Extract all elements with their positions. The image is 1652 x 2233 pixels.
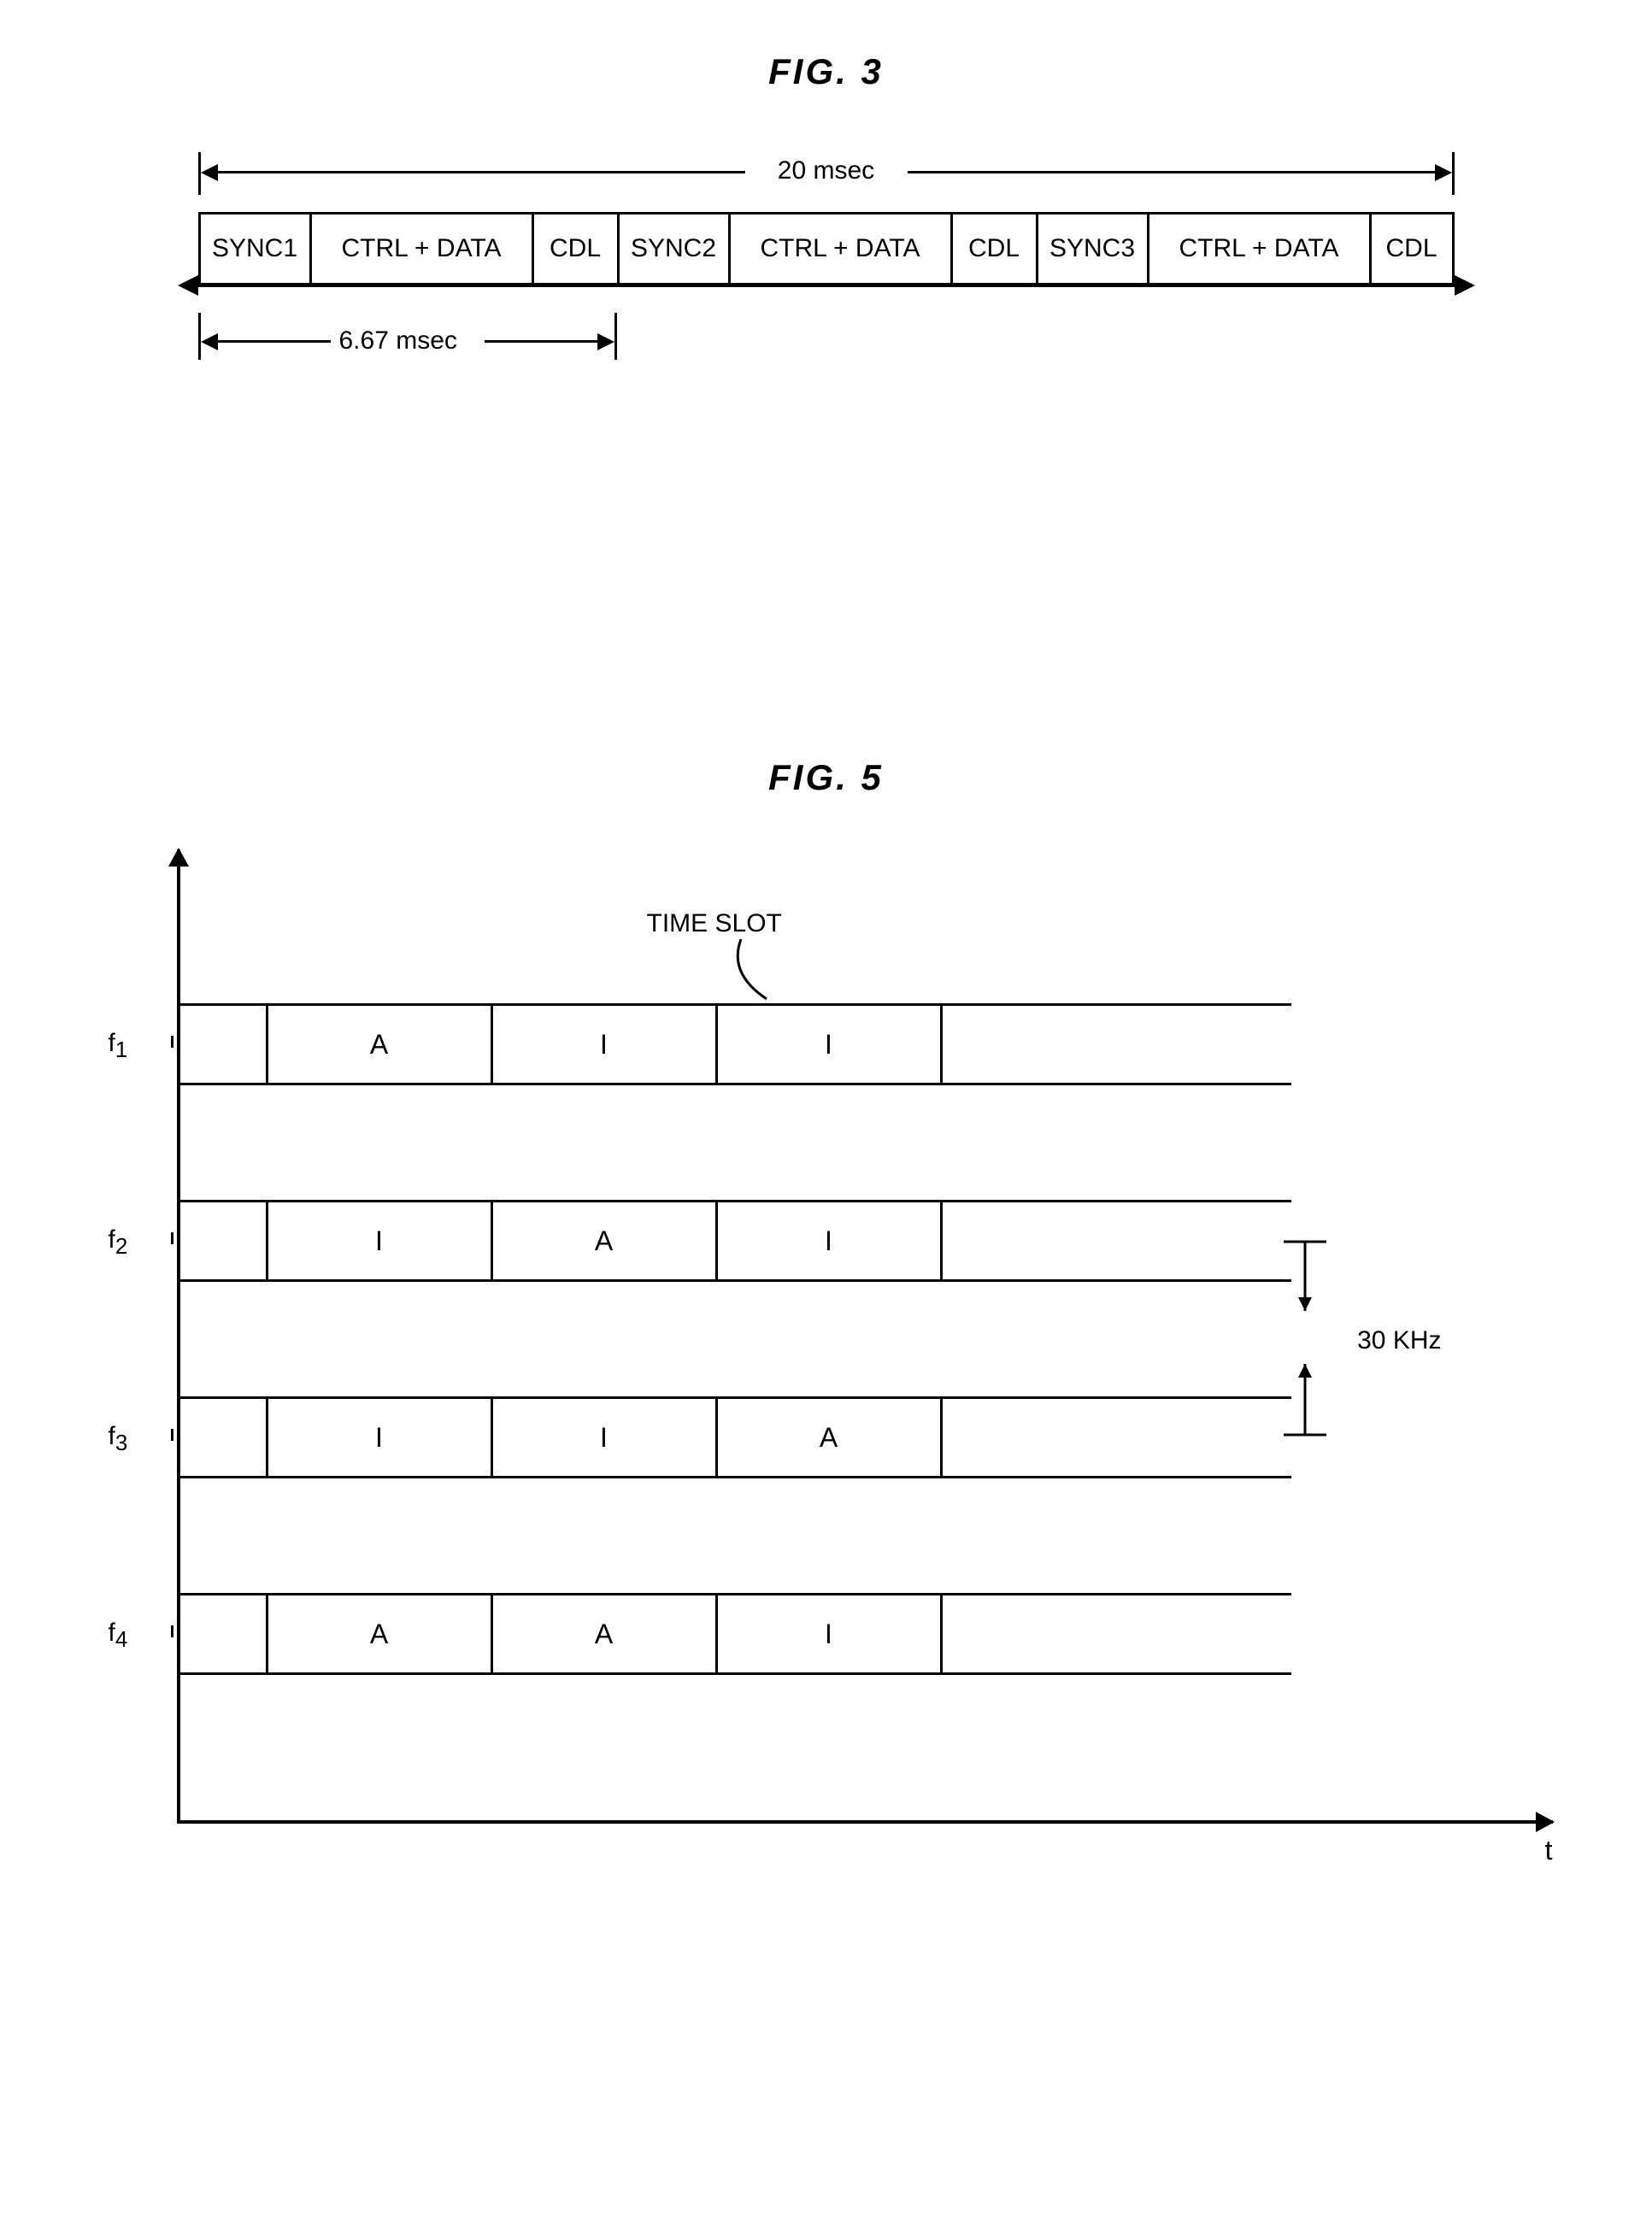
axis-tick (171, 1625, 173, 1637)
fig5-container: t TIME SLOT f1 A I I f2 I A I f3 I I A f… (100, 849, 1553, 1875)
row-tail (943, 1595, 1291, 1672)
row-tail (943, 1399, 1291, 1476)
f-label: f2 (109, 1225, 128, 1260)
time-slot-cell: I (718, 1202, 943, 1279)
y-axis (177, 849, 180, 1824)
time-slot-cell: A (718, 1399, 943, 1476)
leader-curve (732, 939, 784, 1003)
f-sub: 1 (115, 1037, 127, 1062)
freq-row: A I I (180, 1003, 1291, 1085)
time-slot-cell: A (268, 1595, 493, 1672)
f-sub: 2 (115, 1233, 127, 1259)
frame-cell: CDL (1369, 214, 1455, 283)
time-slot-annotation: TIME SLOT (647, 909, 782, 938)
time-slot-cell: I (268, 1399, 493, 1476)
frame-cell: CTRL + DATA (728, 214, 950, 283)
arrow-right-icon (1435, 164, 1452, 181)
row-lead (180, 1595, 268, 1672)
arrow-up-icon (168, 848, 189, 867)
time-slot-cell: I (493, 1006, 718, 1083)
axis-tick (171, 1036, 173, 1048)
fig3-container: 20 msec SYNC1 CTRL + DATA CDL SYNC2 CTRL… (100, 144, 1553, 373)
x-axis (177, 1820, 1553, 1824)
time-slot-cell: I (718, 1006, 943, 1083)
bottom-dim-label: 6.67 msec (339, 326, 457, 356)
f-sub: 3 (115, 1430, 127, 1455)
frame-cell: CDL (532, 214, 617, 283)
x-axis-label: t (1545, 1835, 1553, 1866)
frame-cell: CTRL + DATA (1147, 214, 1369, 283)
dim-line (485, 340, 600, 343)
f-label-text: f (109, 1029, 115, 1057)
time-slot-cell: A (268, 1006, 493, 1083)
time-slot-cell: I (493, 1399, 718, 1476)
f-label: f3 (109, 1422, 128, 1456)
khz-label: 30 KHz (1357, 1326, 1441, 1355)
f-sub: 4 (115, 1626, 127, 1652)
khz-dimension (1279, 1239, 1331, 1437)
f-label: f1 (109, 1029, 128, 1063)
row-lead (180, 1399, 268, 1476)
dim-tick (614, 313, 617, 360)
fig3-time-axis (198, 283, 1455, 287)
axis-tick (171, 1429, 173, 1441)
row-lead (180, 1006, 268, 1083)
row-lead (180, 1202, 268, 1279)
frame-cell: SYNC1 (198, 214, 309, 283)
arrow-right-icon (1455, 275, 1475, 296)
arrow-right-icon (597, 333, 614, 350)
dim-line (908, 171, 1437, 173)
fig3-bottom-dimension: 6.67 msec (198, 313, 1455, 373)
frame-cell: SYNC2 (617, 214, 728, 283)
f-label-text: f (109, 1225, 115, 1254)
row-tail (943, 1202, 1291, 1279)
f-label: f4 (109, 1619, 128, 1653)
time-slot-cell: A (493, 1595, 718, 1672)
fig5-title: FIG. 5 (85, 757, 1567, 798)
fig3-top-dimension: 20 msec (198, 144, 1455, 195)
time-slot-cell: I (268, 1202, 493, 1279)
f-label-text: f (109, 1619, 115, 1647)
frame-cell: CTRL + DATA (309, 214, 532, 283)
dim-line (215, 171, 745, 173)
freq-row: I A I (180, 1200, 1291, 1282)
arrow-left-icon (178, 275, 198, 296)
row-tail (943, 1006, 1291, 1083)
dim-line (215, 340, 331, 343)
freq-row: A A I (180, 1593, 1291, 1675)
axis-tick (171, 1232, 173, 1244)
fig3-title: FIG. 3 (85, 51, 1567, 92)
time-slot-cell: A (493, 1202, 718, 1279)
top-dim-label: 20 msec (778, 156, 874, 185)
dim-tick (1452, 152, 1455, 195)
arrow-right-icon (1536, 1812, 1555, 1832)
freq-row: I I A (180, 1396, 1291, 1478)
f-label-text: f (109, 1422, 115, 1450)
frame-cell: CDL (950, 214, 1036, 283)
frame-cell: SYNC3 (1036, 214, 1147, 283)
time-slot-cell: I (718, 1595, 943, 1672)
fig3-frame: SYNC1 CTRL + DATA CDL SYNC2 CTRL + DATA … (198, 212, 1455, 283)
